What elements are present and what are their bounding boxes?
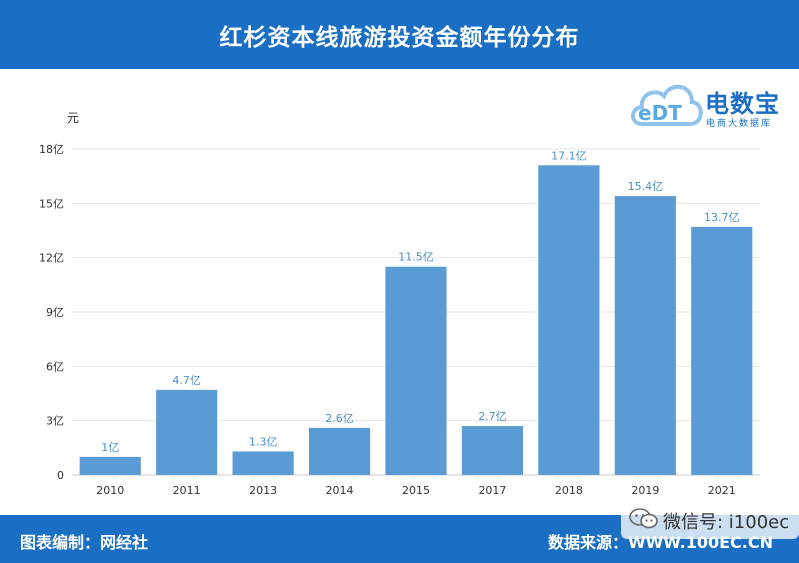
- x-tick-label: 2018: [555, 484, 583, 497]
- wechat-icon: [629, 508, 658, 529]
- y-tick-label: 0: [57, 469, 64, 482]
- bar: [614, 196, 676, 476]
- data-label: 17.1亿: [551, 149, 587, 162]
- data-label: 11.5亿: [398, 251, 434, 264]
- x-tick-label: 2013: [249, 484, 277, 497]
- header-bar: 红杉资本线旅游投资金额年份分布: [0, 0, 799, 69]
- data-label: 2.6亿: [325, 412, 354, 425]
- footer-credit: 图表编制：网经社: [20, 533, 149, 552]
- y-tick-label: 9亿: [46, 306, 64, 319]
- y-unit-label: 元: [67, 111, 79, 125]
- y-tick-label: 18亿: [39, 143, 64, 156]
- cloud-logo-icon: eDT: [631, 85, 703, 126]
- y-tick-label: 12亿: [39, 252, 64, 265]
- data-label: 15.4亿: [628, 180, 664, 193]
- footer-bar: 图表编制：网经社 数据来源：WWW.100EC.CN: [0, 515, 799, 563]
- x-tick-label: 2014: [326, 484, 354, 497]
- bar: [691, 226, 753, 475]
- data-label: 2.7亿: [478, 410, 507, 423]
- y-tick-label: 6亿: [46, 360, 64, 373]
- bar: [538, 165, 600, 476]
- bar: [461, 426, 524, 475]
- x-tick-label: 2017: [478, 484, 506, 497]
- data-label: 4.7亿: [172, 374, 201, 387]
- x-tick-label: 2019: [631, 484, 659, 497]
- bar: [156, 389, 218, 475]
- wechat-id: 微信号: i100ec: [663, 512, 790, 533]
- x-tick-label: 2011: [173, 484, 201, 497]
- logo-subtitle: 电商大数据库: [706, 119, 773, 129]
- bar: [232, 451, 294, 475]
- logo: eDT 电数宝 电商大数据库: [628, 74, 793, 134]
- chart-title: 红杉资本线旅游投资金额年份分布: [219, 25, 580, 51]
- data-label: 1亿: [101, 441, 119, 454]
- bar: [79, 456, 141, 475]
- y-tick-label: 3亿: [46, 415, 64, 428]
- y-tick-label: 15亿: [39, 197, 64, 210]
- bar: [308, 427, 371, 475]
- x-tick-label: 2015: [402, 484, 430, 497]
- x-tick-label: 2010: [96, 484, 124, 497]
- data-label: 1.3亿: [249, 435, 278, 448]
- data-label: 13.7亿: [704, 211, 740, 224]
- logo-name: 电数宝: [705, 90, 780, 118]
- wechat-watermark: 微信号: i100ec: [621, 499, 799, 539]
- x-tick-label: 2021: [708, 484, 736, 497]
- logo-mark: eDT: [638, 101, 682, 125]
- bar: [385, 266, 447, 475]
